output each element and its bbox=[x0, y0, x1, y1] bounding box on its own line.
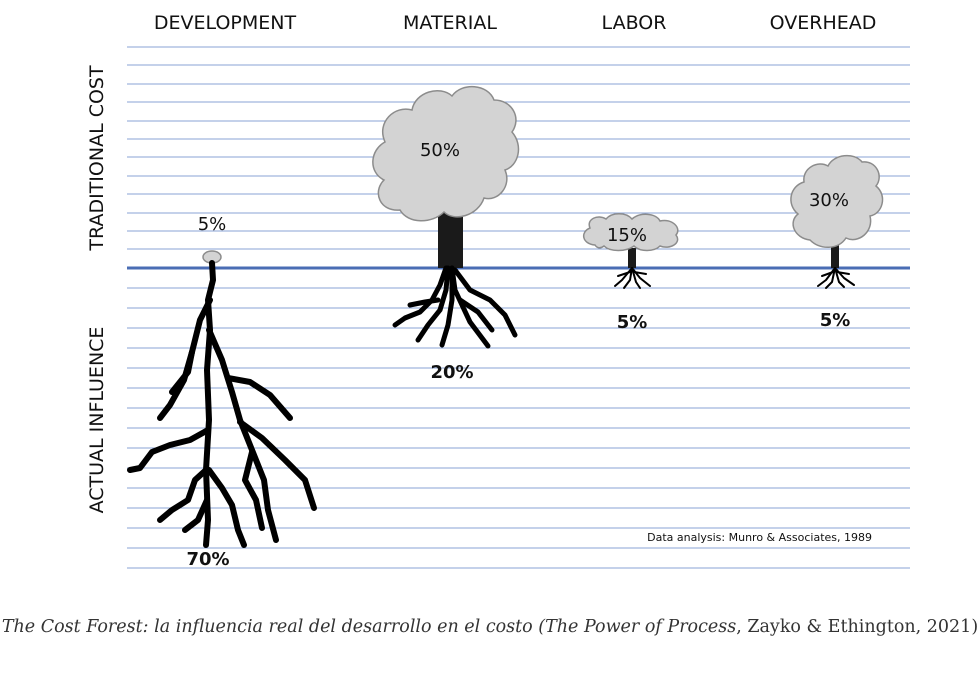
influence-label-labor: 5% bbox=[617, 312, 648, 333]
axis-label-actual-influence: ACTUAL INFLUENCE bbox=[86, 327, 108, 514]
source-note: Data analysis: Munro & Associates, 1989 bbox=[647, 531, 872, 544]
canopy-material bbox=[372, 86, 520, 222]
axis-label-traditional-cost: TRADITIONAL COST bbox=[86, 65, 108, 252]
cost-forest-diagram: DEVELOPMENT MATERIAL LABOR OVERHEAD TRAD… bbox=[86, 12, 910, 570]
grid-lines bbox=[127, 46, 910, 569]
trunk-material bbox=[438, 210, 463, 268]
caption-part-1: The Cost Forest: la influencia real del … bbox=[1, 617, 546, 637]
canopy-overhead bbox=[790, 154, 884, 248]
trunk-labor bbox=[628, 248, 636, 268]
tree-overhead: 30% 5% bbox=[790, 154, 884, 331]
roots-development bbox=[127, 260, 317, 548]
figure-caption: The Cost Forest: la influencia real del … bbox=[0, 613, 980, 641]
roots-labor bbox=[614, 267, 651, 289]
caption-part-3: , Zayko & Ethington, 2021) bbox=[736, 617, 979, 637]
cost-label-material: 50% bbox=[420, 140, 460, 161]
influence-label-overhead: 5% bbox=[820, 310, 851, 331]
caption-book-title: The Power of Process bbox=[545, 617, 737, 637]
header-overhead: OVERHEAD bbox=[770, 12, 877, 34]
influence-label-material: 20% bbox=[430, 362, 473, 383]
tree-labor: 15% 5% bbox=[583, 213, 679, 333]
header-material: MATERIAL bbox=[403, 12, 497, 34]
cost-label-overhead: 30% bbox=[809, 190, 849, 211]
tree-material: 50% 20% bbox=[372, 86, 520, 383]
roots-overhead bbox=[817, 267, 855, 289]
roots-material bbox=[392, 265, 518, 349]
cost-label-labor: 15% bbox=[607, 225, 647, 246]
header-labor: LABOR bbox=[602, 12, 667, 34]
header-development: DEVELOPMENT bbox=[154, 12, 297, 34]
tree-development: 5% 70% bbox=[127, 214, 317, 570]
cost-label-development: 5% bbox=[198, 214, 227, 235]
canopy-labor bbox=[583, 213, 679, 252]
trunk-overhead bbox=[831, 242, 839, 268]
influence-label-development: 70% bbox=[186, 549, 229, 570]
